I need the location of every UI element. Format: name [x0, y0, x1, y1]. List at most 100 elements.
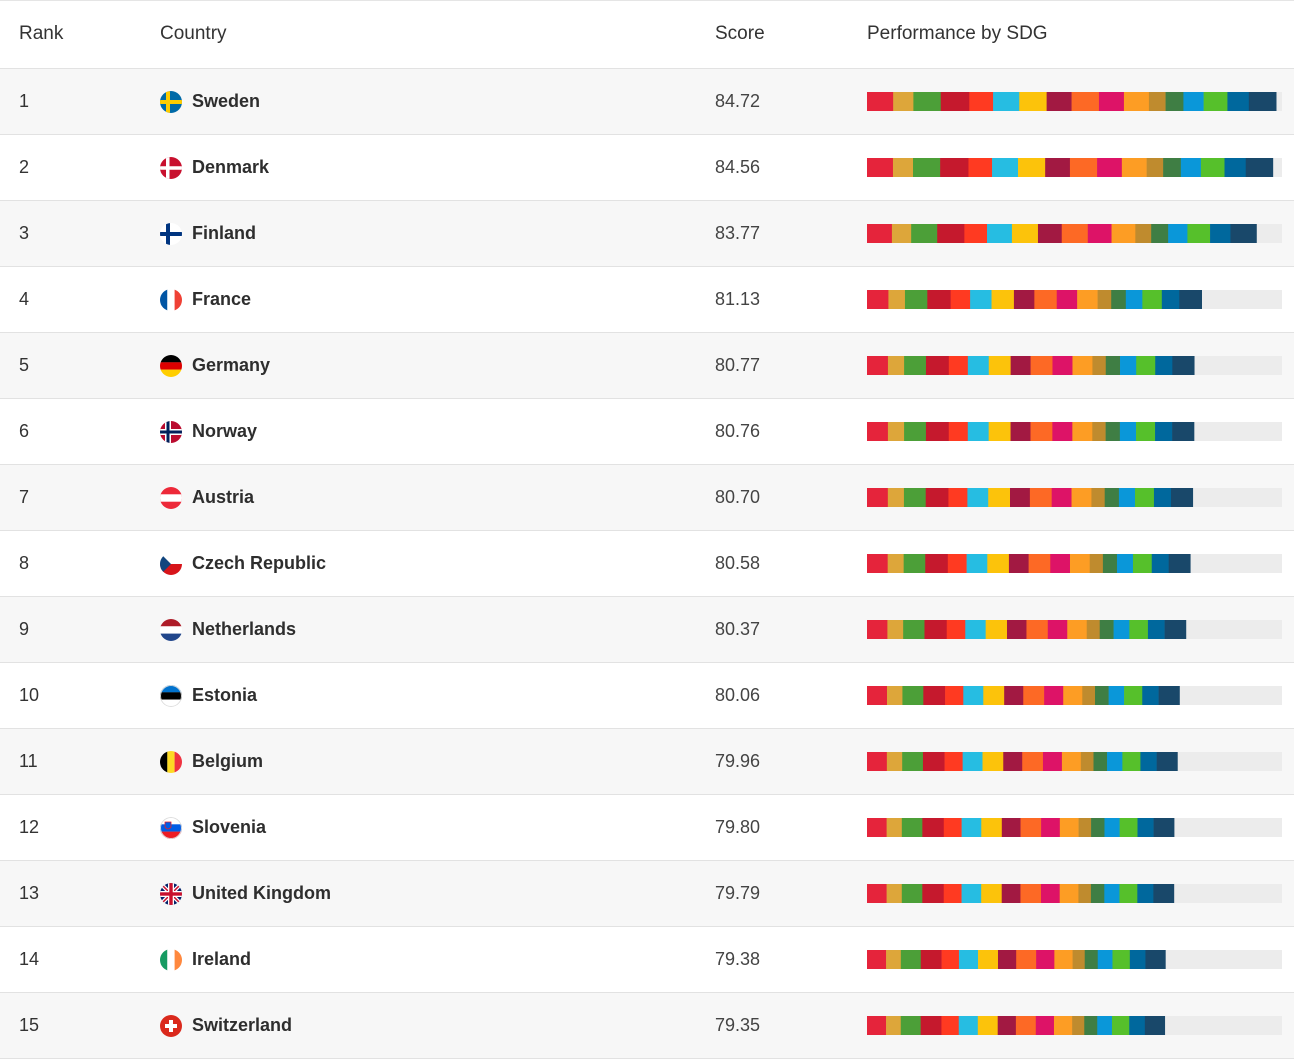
table-row[interactable]: 3 Finland 83.77 — [0, 201, 1294, 267]
country-name[interactable]: Sweden — [192, 91, 261, 111]
table-row[interactable]: 14 Ireland 79.38 — [0, 927, 1294, 993]
table-row[interactable]: 6 Norway 80.76 — [0, 399, 1294, 465]
country-name[interactable]: Czech Republic — [192, 553, 327, 573]
score-cell: 79.38 — [715, 949, 761, 969]
sdg-performance-bar[interactable] — [867, 686, 1282, 705]
sdg-performance-bar[interactable] — [867, 224, 1282, 243]
performance-column-header: Performance by SDG — [867, 23, 1048, 44]
country-cell[interactable]: United Kingdom — [160, 861, 331, 926]
sdg-performance-bar[interactable] — [867, 290, 1282, 309]
rank-cell: 1 — [19, 91, 30, 111]
country-name[interactable]: Austria — [192, 487, 255, 507]
sdg-segment — [925, 554, 949, 573]
sdg-segment — [867, 884, 887, 903]
table-row[interactable]: 12 Slovenia 79.80 — [0, 795, 1294, 861]
sdg-segment — [867, 290, 889, 309]
sdg-segment — [1072, 422, 1093, 441]
sdg-performance-bar[interactable] — [867, 554, 1282, 573]
sdg-performance-bar[interactable] — [867, 818, 1282, 837]
country-name[interactable]: Norway — [192, 421, 258, 441]
country-cell[interactable]: Norway — [160, 399, 257, 464]
sdg-segment — [1008, 554, 1029, 573]
country-name[interactable]: Belgium — [192, 751, 264, 771]
country-cell[interactable]: Austria — [160, 465, 254, 530]
score-column-header[interactable]: Score — [715, 23, 765, 44]
sdg-performance-bar[interactable] — [867, 158, 1282, 177]
score-cell: 84.72 — [715, 91, 761, 111]
sdg-segment — [867, 158, 894, 177]
score-cell: 79.96 — [715, 751, 761, 771]
sdg-segment — [891, 224, 912, 243]
table-row[interactable]: 10 Estonia 80.06 — [0, 663, 1294, 729]
sdg-segment — [983, 686, 1005, 705]
country-column-header[interactable]: Country — [160, 23, 227, 44]
table-row[interactable]: 11 Belgium 79.96 — [0, 729, 1294, 795]
sdg-performance-bar[interactable] — [867, 884, 1282, 903]
sdg-segment — [867, 752, 888, 771]
sdg-segment — [1042, 752, 1063, 771]
rank-cell: 12 — [19, 817, 40, 837]
rank-cell: 3 — [19, 223, 30, 243]
country-cell[interactable]: Ireland — [160, 927, 251, 992]
sdg-performance-bar[interactable] — [867, 488, 1282, 507]
rank-column-header[interactable]: Rank — [19, 23, 64, 44]
sdg-segment — [903, 488, 927, 507]
country-name[interactable]: Estonia — [192, 685, 258, 705]
country-name[interactable]: Ireland — [192, 949, 252, 969]
sdg-segment — [1034, 290, 1058, 309]
sdg-segment — [961, 818, 982, 837]
country-name[interactable]: Germany — [192, 355, 271, 375]
country-name[interactable]: Finland — [192, 223, 256, 243]
rank-cell: 8 — [19, 553, 30, 573]
table-row[interactable]: 7 Austria 80.70 — [0, 465, 1294, 531]
table-row[interactable]: 2 Denmark 84.56 — [0, 135, 1294, 201]
sdg-segment — [867, 224, 893, 243]
country-name[interactable]: Netherlands — [192, 619, 297, 639]
country-cell[interactable]: Switzerland — [160, 993, 292, 1058]
table-row[interactable]: 5 Germany 80.77 — [0, 333, 1294, 399]
country-cell[interactable]: Sweden — [160, 69, 260, 134]
country-name[interactable]: Slovenia — [192, 817, 267, 837]
table-row[interactable]: 13 United Kingdom 79.79 — [0, 861, 1294, 927]
rank-cell: 6 — [19, 421, 30, 441]
country-cell[interactable]: Czech Republic — [160, 531, 326, 596]
country-cell[interactable]: France — [160, 267, 251, 332]
sdg-segment — [1153, 884, 1175, 903]
sdg-segment — [1077, 290, 1098, 309]
sdg-segment — [1041, 818, 1061, 837]
rank-cell: 14 — [19, 949, 40, 969]
table-row[interactable]: 8 Czech Republic 80.58 — [0, 531, 1294, 597]
sdg-segment — [1137, 884, 1154, 903]
sdg-performance-bar[interactable] — [867, 356, 1282, 375]
sdg-segment — [1155, 422, 1173, 441]
country-name[interactable]: Switzerland — [192, 1015, 293, 1035]
sdg-performance-bar[interactable] — [867, 422, 1282, 441]
sdg-performance-bar[interactable] — [867, 620, 1282, 639]
country-cell[interactable]: Slovenia — [160, 795, 266, 860]
sdg-segment — [1168, 554, 1191, 573]
table-row[interactable]: 1 Sweden 84.72 — [0, 69, 1294, 135]
country-cell[interactable]: Estonia — [160, 663, 257, 728]
country-name[interactable]: United Kingdom — [192, 883, 331, 903]
sdg-segment — [1050, 554, 1071, 573]
country-cell[interactable]: Denmark — [160, 135, 269, 200]
table-row[interactable]: 15 Switzerland 79.35 — [0, 993, 1294, 1059]
sdg-performance-bar[interactable] — [867, 752, 1282, 771]
sdg-performance-bar[interactable] — [867, 950, 1282, 969]
sdg-segment — [1067, 620, 1088, 639]
rank-cell: 7 — [19, 487, 30, 507]
sdg-segment — [1121, 158, 1147, 177]
country-cell[interactable]: Germany — [160, 333, 270, 398]
sdg-performance-bar[interactable] — [867, 92, 1282, 111]
country-cell[interactable]: Netherlands — [160, 597, 296, 662]
score-cell: 80.77 — [715, 355, 761, 375]
table-row[interactable]: 9 Netherlands 80.37 — [0, 597, 1294, 663]
sdg-performance-bar[interactable] — [867, 1016, 1282, 1035]
country-cell[interactable]: Belgium — [160, 729, 263, 794]
country-name[interactable]: France — [192, 289, 252, 309]
country-name[interactable]: Denmark — [192, 157, 270, 177]
table-row[interactable]: 4 France 81.13 — [0, 267, 1294, 333]
sdg-segment — [1059, 884, 1079, 903]
sdg-segment — [1142, 686, 1159, 705]
country-cell[interactable]: Finland — [160, 201, 256, 266]
